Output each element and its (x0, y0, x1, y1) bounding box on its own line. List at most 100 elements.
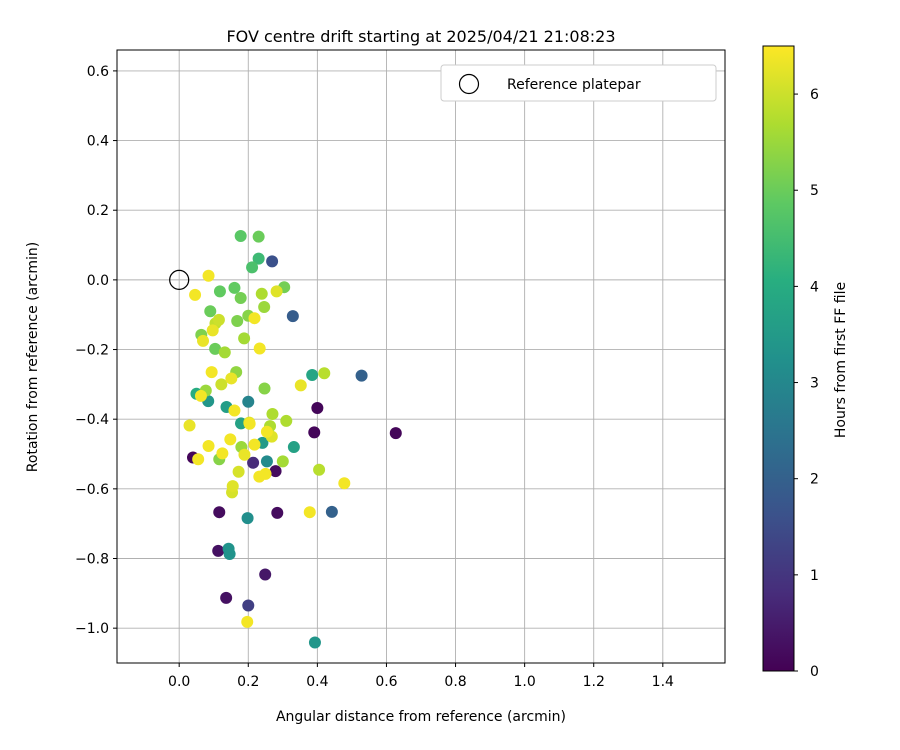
grid (117, 50, 725, 663)
data-point (232, 465, 245, 478)
y-tick-label: 0.6 (87, 64, 109, 80)
colorbar-tick-label: 4 (810, 279, 819, 295)
x-tick-label: 0.6 (375, 674, 397, 690)
data-point (259, 467, 272, 480)
data-point (287, 441, 300, 454)
data-point (308, 426, 321, 439)
colorbar-gradient (762, 45, 795, 672)
data-point (192, 453, 205, 466)
data-point (252, 230, 265, 243)
data-point (242, 395, 255, 408)
data-point (213, 285, 226, 298)
data-point (241, 615, 254, 628)
y-tick-label: 0.0 (87, 273, 109, 289)
data-point (202, 269, 215, 282)
data-point (269, 465, 282, 478)
data-point (252, 252, 265, 265)
data-point (271, 506, 284, 519)
legend: Reference platepar (440, 64, 717, 102)
colorbar-tick-label: 0 (810, 664, 819, 680)
y-axis-label: Rotation from reference (arcmin) (25, 242, 41, 472)
colorbar-tick-label: 1 (810, 568, 819, 584)
x-tick-label: 0.0 (168, 674, 190, 690)
data-point (355, 369, 368, 382)
y-tick-label: 0.2 (87, 203, 109, 219)
data-point (247, 456, 260, 469)
x-tick-label: 0.2 (237, 674, 259, 690)
data-point (226, 480, 239, 493)
data-point (215, 378, 228, 391)
data-point (258, 301, 271, 314)
plot-frame (116, 49, 726, 664)
y-axis-ticks: 0.6 0.4 0.2 0.0 −0.2 −0.4 −0.6 −0.8 −1.0 (75, 64, 117, 637)
data-point (194, 389, 207, 402)
legend-box (440, 64, 717, 102)
data-point (248, 312, 261, 325)
data-point (276, 455, 289, 468)
legend-label: Reference platepar (507, 77, 641, 93)
data-point (266, 255, 279, 268)
colorbar: 0 1 2 3 4 5 6 Hours from first FF file (762, 45, 849, 680)
data-point (228, 281, 241, 294)
data-point (212, 313, 225, 326)
data-point (231, 314, 244, 327)
data-point (308, 636, 321, 649)
data-point (234, 291, 247, 304)
data-point (241, 512, 254, 525)
colorbar-tick-label: 6 (810, 87, 819, 103)
x-tick-label: 1.0 (514, 674, 536, 690)
y-tick-label: −1.0 (75, 621, 109, 637)
data-point (216, 447, 229, 460)
legend-marker-icon (458, 73, 480, 95)
data-point (306, 368, 319, 381)
data-point (294, 379, 307, 392)
data-point (238, 448, 251, 461)
data-point (204, 305, 217, 318)
data-point (238, 332, 251, 345)
data-point (270, 285, 283, 298)
data-point (259, 568, 272, 581)
data-point (325, 505, 338, 518)
data-point (266, 407, 279, 420)
x-axis-label: Angular distance from reference (arcmin) (276, 709, 566, 725)
data-point (248, 438, 261, 451)
data-point (183, 419, 196, 432)
data-point (197, 334, 210, 347)
data-point (228, 404, 241, 417)
data-point (303, 506, 316, 519)
x-axis-ticks: 0.0 0.2 0.4 0.6 0.8 1.0 1.2 1.4 (168, 663, 674, 690)
data-point (218, 346, 231, 359)
data-point (224, 433, 237, 446)
colorbar-ticks: 0 1 2 3 4 5 6 (794, 87, 819, 680)
data-point (313, 463, 326, 476)
data-point (223, 547, 236, 560)
x-tick-label: 0.8 (444, 674, 466, 690)
data-point (213, 506, 226, 519)
colorbar-tick-label: 2 (810, 472, 819, 488)
data-point (280, 414, 293, 427)
data-point (212, 544, 225, 557)
colorbar-tick-label: 5 (810, 183, 819, 199)
data-points (169, 229, 402, 649)
chart-title: FOV centre drift starting at 2025/04/21 … (226, 27, 615, 46)
data-point (246, 261, 259, 274)
y-tick-label: 0.4 (87, 134, 109, 150)
data-point (234, 229, 247, 242)
x-tick-label: 1.4 (652, 674, 674, 690)
data-point (260, 425, 273, 438)
data-point (311, 402, 324, 415)
data-point (253, 342, 266, 355)
data-point (258, 382, 271, 395)
data-point (260, 455, 273, 468)
y-tick-label: −0.4 (75, 412, 109, 428)
data-point (189, 288, 202, 301)
data-point (209, 342, 222, 355)
data-point (205, 366, 218, 379)
colorbar-label: Hours from first FF file (833, 282, 849, 438)
x-tick-label: 0.4 (306, 674, 328, 690)
x-tick-label: 1.2 (583, 674, 605, 690)
data-point (338, 477, 351, 490)
data-point (242, 599, 255, 612)
y-tick-label: −0.2 (75, 343, 109, 359)
